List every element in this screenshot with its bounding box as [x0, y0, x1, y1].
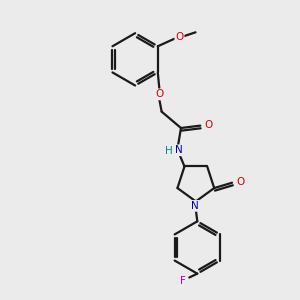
Text: N: N: [191, 201, 199, 211]
Text: O: O: [156, 89, 164, 99]
Text: N: N: [175, 145, 183, 155]
Text: O: O: [205, 120, 213, 130]
Text: H: H: [165, 146, 173, 156]
Text: F: F: [179, 276, 185, 286]
Text: O: O: [236, 176, 244, 187]
Text: O: O: [176, 32, 184, 42]
